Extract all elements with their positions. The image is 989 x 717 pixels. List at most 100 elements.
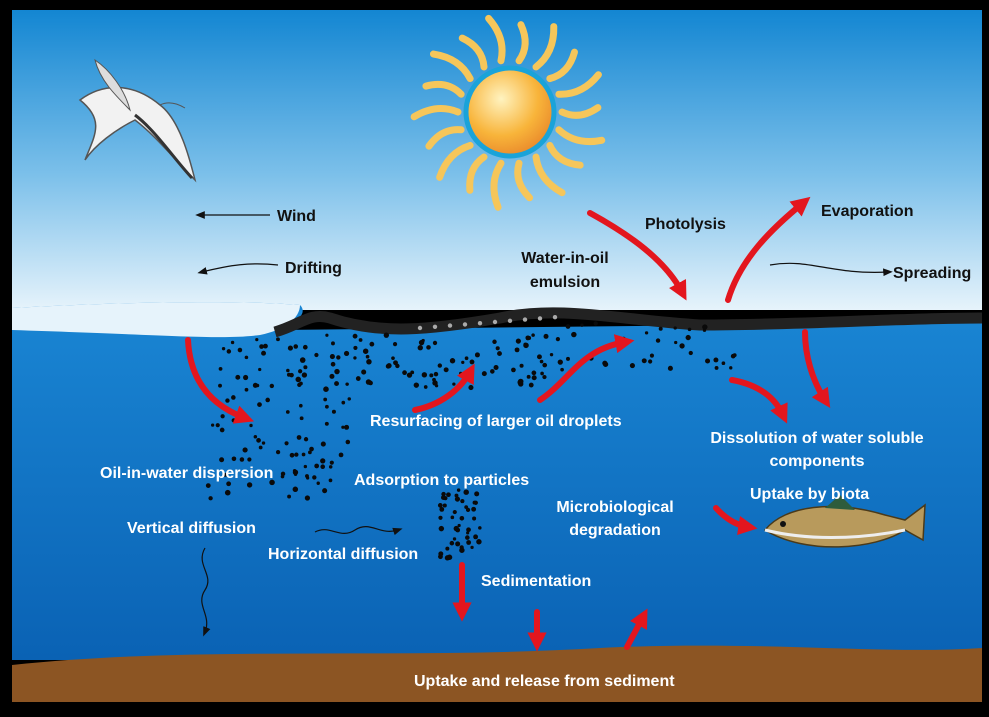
droplet	[328, 478, 333, 483]
droplet	[432, 377, 436, 382]
droplet	[303, 365, 308, 370]
droplet	[308, 450, 312, 455]
droplet	[219, 457, 225, 463]
droplet	[329, 373, 335, 379]
droplet	[495, 346, 500, 351]
droplet	[231, 418, 236, 423]
droplet	[323, 397, 328, 402]
droplet	[469, 359, 475, 365]
droplet	[385, 363, 391, 369]
labels: Wind Drifting Water-in-oil emulsion Phot…	[100, 203, 971, 690]
droplet	[555, 337, 560, 342]
oil-slick	[273, 307, 983, 338]
droplet	[296, 435, 302, 440]
droplet	[474, 491, 480, 497]
droplet	[280, 474, 285, 479]
droplet	[674, 340, 678, 345]
droplet	[641, 358, 647, 364]
droplet	[432, 340, 438, 346]
droplet	[542, 374, 547, 380]
droplet	[687, 327, 692, 332]
droplet	[276, 337, 280, 342]
droplet	[649, 353, 655, 358]
droplet	[729, 366, 733, 370]
droplet	[298, 369, 303, 374]
label: Water-in-oil	[521, 250, 608, 267]
droplet	[256, 438, 261, 443]
droplet	[314, 352, 319, 358]
label: Evaporation	[821, 203, 913, 220]
droplet	[331, 341, 335, 346]
droplet	[306, 476, 310, 480]
droplet	[366, 359, 372, 365]
droplet	[702, 328, 707, 332]
droplet	[334, 381, 339, 386]
label: Drifting	[285, 260, 342, 277]
sun-ray	[425, 126, 465, 150]
sun-ray	[436, 141, 474, 181]
droplet	[713, 357, 719, 363]
droplet	[320, 441, 326, 447]
droplet	[531, 333, 535, 337]
droplet	[258, 445, 263, 450]
droplet	[392, 342, 398, 347]
droplet	[507, 318, 513, 323]
droplet	[344, 424, 350, 430]
fish	[763, 495, 926, 548]
droplet	[218, 367, 223, 371]
droplet	[648, 359, 653, 364]
droplet	[287, 345, 293, 351]
droplet	[205, 483, 211, 488]
droplet	[658, 326, 663, 331]
droplet	[452, 382, 456, 386]
droplet	[358, 338, 363, 342]
droplet	[466, 531, 470, 535]
label: Sedimentation	[481, 573, 591, 590]
sun-ray	[429, 50, 474, 83]
droplet	[314, 463, 320, 469]
droplet	[402, 370, 407, 376]
droplet	[445, 546, 450, 551]
droplet	[459, 371, 463, 376]
sun-ray	[546, 141, 584, 169]
droplet	[331, 409, 336, 414]
droplet	[455, 541, 461, 547]
droplet	[471, 506, 477, 512]
droplet	[287, 494, 292, 499]
droplet	[688, 350, 693, 356]
droplet	[426, 345, 431, 350]
droplet	[353, 356, 357, 360]
droplet	[543, 333, 549, 339]
droplet	[343, 350, 350, 357]
droplet	[353, 345, 358, 350]
droplet	[320, 464, 326, 470]
droplet	[440, 495, 446, 501]
droplet	[239, 457, 245, 462]
droplet	[221, 346, 226, 351]
droplet	[211, 423, 215, 427]
droplet	[580, 323, 584, 327]
droplet	[345, 439, 351, 445]
droplet	[345, 382, 349, 386]
droplet	[293, 472, 298, 476]
droplet	[237, 347, 243, 353]
droplet	[516, 339, 521, 344]
sun-ray	[485, 14, 506, 65]
droplet	[244, 387, 249, 392]
label: Photolysis	[645, 216, 726, 233]
droplet	[406, 372, 413, 378]
droplet	[531, 370, 537, 376]
sun	[410, 14, 606, 211]
droplet	[721, 361, 726, 366]
droplet	[252, 382, 258, 388]
droplet	[705, 358, 711, 364]
droplet	[352, 333, 358, 339]
droplet	[438, 554, 443, 560]
droplet	[391, 356, 395, 361]
label: Horizontal diffusion	[268, 546, 418, 563]
droplet	[437, 363, 443, 368]
droplet	[328, 465, 333, 469]
label: Uptake by biota	[750, 486, 869, 503]
droplet	[219, 427, 225, 433]
droplet	[395, 363, 400, 369]
